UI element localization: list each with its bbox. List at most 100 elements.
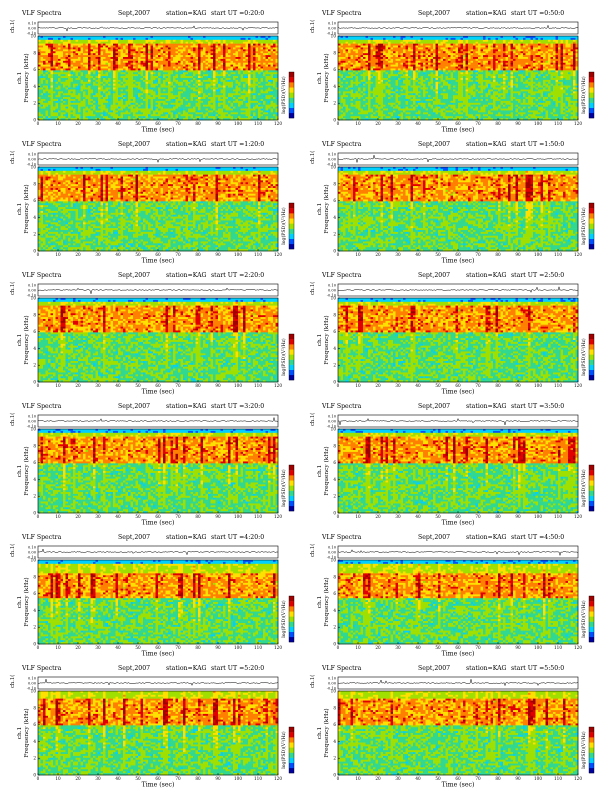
heatmap-cell — [205, 106, 209, 109]
heatmap-cell — [255, 85, 259, 88]
heatmap-cell — [128, 55, 131, 58]
heatmap-cell — [183, 112, 186, 115]
heatmap-cell — [55, 91, 59, 94]
heatmap-cell — [218, 91, 221, 94]
heatmap-cell — [550, 45, 554, 48]
heatmap-cell — [245, 87, 249, 90]
heatmap-cell — [115, 51, 119, 54]
heatmap-cell — [205, 51, 209, 54]
heatmap-cell — [105, 74, 109, 77]
heatmap-cell — [138, 39, 141, 43]
heatmap-cell — [395, 47, 399, 50]
heatmap-cell — [478, 45, 481, 48]
heatmap-cell — [435, 41, 439, 44]
heatmap-cell — [38, 118, 41, 121]
heatmap-cell — [180, 83, 184, 86]
heatmap-cell — [175, 97, 179, 100]
heatmap-cell — [158, 83, 161, 86]
heatmap-cell — [105, 39, 109, 43]
heatmap-cell — [180, 62, 184, 65]
heatmap-cell — [83, 45, 86, 48]
heatmap-cell — [155, 70, 159, 73]
heatmap-cell — [120, 83, 124, 86]
heatmap-cell — [170, 36, 174, 39]
heatmap-cell — [573, 43, 576, 46]
heatmap-cell — [200, 45, 204, 48]
heatmap-cell — [258, 47, 261, 50]
heatmap-cell — [445, 47, 449, 50]
heatmap-cell — [73, 41, 76, 44]
heatmap-cell — [68, 39, 71, 43]
heatmap-cell — [173, 100, 176, 104]
heatmap-cell — [268, 37, 271, 41]
heatmap-cell — [243, 37, 246, 41]
heatmap-cell — [80, 62, 84, 65]
heatmap-cell — [223, 72, 226, 75]
heatmap-cell — [178, 79, 181, 83]
heatmap-cell — [268, 70, 271, 73]
heatmap-cell — [88, 114, 91, 117]
heatmap-cell — [273, 108, 276, 111]
heatmap-cell — [355, 36, 359, 39]
heatmap-cell — [153, 66, 156, 69]
heatmap-cell — [163, 37, 166, 41]
heatmap-cell — [265, 87, 269, 90]
heatmap-cell — [173, 91, 176, 94]
heatmap-cell — [200, 62, 204, 65]
heatmap-cell — [458, 43, 461, 46]
heatmap-cell — [120, 81, 124, 85]
heatmap-cell — [83, 102, 86, 106]
heatmap-cell — [155, 91, 159, 94]
heatmap-cell — [543, 37, 546, 41]
heatmap-cell — [488, 39, 491, 43]
heatmap-cell — [255, 66, 259, 69]
heatmap-cell — [240, 99, 244, 102]
heatmap-cell — [50, 58, 54, 62]
heatmap-cell — [170, 91, 174, 94]
heatmap-cell — [453, 36, 456, 39]
heatmap-cell — [163, 41, 166, 44]
heatmap-cell — [53, 60, 56, 64]
heatmap-cell — [270, 45, 274, 48]
heatmap-cell — [270, 91, 274, 94]
heatmap-cell — [178, 106, 181, 109]
heatmap-cell — [268, 114, 271, 117]
heatmap-cell — [73, 87, 76, 90]
heatmap-cell — [120, 57, 124, 60]
heatmap-cell — [183, 55, 186, 58]
heatmap-cell — [120, 95, 124, 98]
heatmap-cell — [458, 41, 461, 44]
heatmap-cell — [190, 62, 194, 65]
heatmap-cell — [193, 106, 196, 109]
heatmap-cell — [60, 53, 64, 56]
heatmap-cell — [73, 68, 76, 71]
heatmap-cell — [143, 91, 146, 94]
heatmap-cell — [118, 66, 121, 69]
heatmap-cell — [98, 102, 101, 106]
heatmap-cell — [273, 78, 276, 81]
heatmap-cell — [205, 79, 209, 83]
heatmap-cell — [340, 45, 344, 48]
heatmap-cell — [260, 110, 264, 113]
heatmap-cell — [108, 79, 111, 83]
heatmap-cell — [215, 66, 219, 69]
heatmap-cell — [430, 37, 434, 41]
heatmap-cell — [270, 72, 274, 75]
heatmap-cell — [180, 93, 184, 96]
heatmap-cell — [380, 47, 384, 50]
ch1-axis-label: ch.1(V) — [309, 20, 316, 33]
heatmap-cell — [188, 51, 191, 54]
heatmap-cell — [190, 95, 194, 98]
heatmap-cell — [73, 72, 76, 75]
heatmap-cell — [445, 37, 449, 41]
heatmap-cell — [263, 110, 266, 113]
heatmap-cell — [128, 102, 131, 106]
heatmap-cell — [130, 55, 134, 58]
heatmap-cell — [178, 66, 181, 69]
heatmap-cell — [123, 66, 126, 69]
heatmap-cell — [158, 85, 161, 88]
heatmap-cell — [95, 36, 99, 39]
heatmap-cell — [190, 112, 194, 115]
heatmap-cell — [240, 89, 244, 92]
heatmap-cell — [95, 104, 99, 107]
